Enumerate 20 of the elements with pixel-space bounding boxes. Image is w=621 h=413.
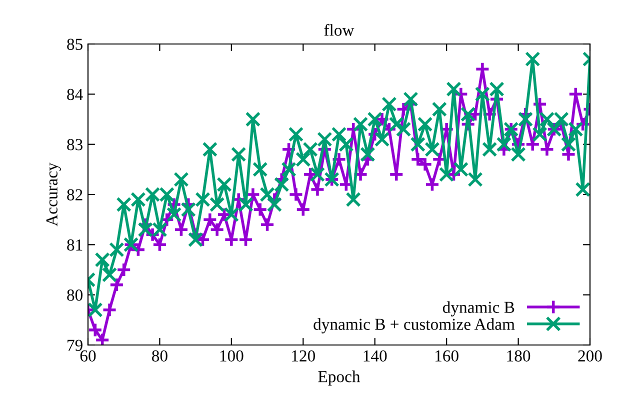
y-tick-label: 85	[67, 38, 82, 50]
x-tick-label: 100	[220, 350, 244, 362]
x-tick-label: 160	[436, 350, 458, 362]
y-tick-label: 82	[67, 189, 82, 200]
x-tick-label: 200	[578, 350, 602, 362]
x-tick-label: 120	[292, 350, 316, 362]
legend-label: dynamic B + customize Adam	[314, 318, 515, 334]
legend-label: dynamic B	[442, 301, 514, 316]
y-tick-label: 81	[67, 239, 82, 251]
x-tick-label: 60	[80, 350, 96, 362]
chart-title: flow	[324, 24, 354, 36]
x-tick-label: 180	[507, 350, 530, 362]
y-tick-label: 83	[67, 139, 82, 150]
y-axis-title: Accuracy	[46, 162, 61, 226]
x-tick-label: 80	[152, 350, 168, 362]
y-tick-label: 79	[68, 340, 82, 351]
y-tick-label: 84	[67, 88, 83, 100]
x-axis-title: Epoch	[318, 370, 360, 386]
x-tick-label: 140	[364, 350, 387, 362]
y-tick-label: 80	[67, 290, 83, 301]
